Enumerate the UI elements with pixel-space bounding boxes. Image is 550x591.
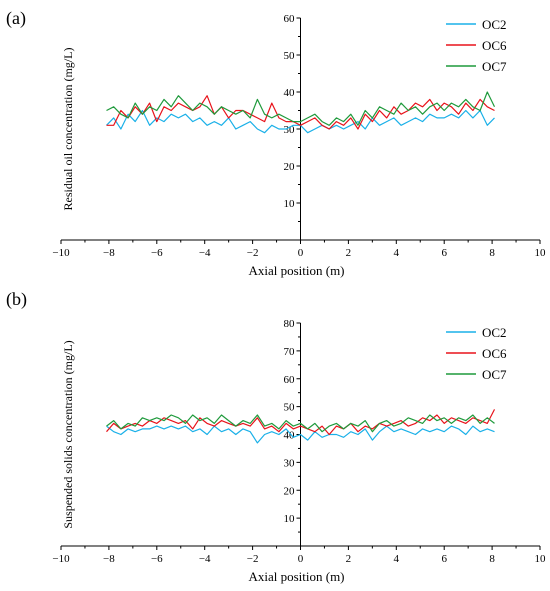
- y-tick-label: 80: [284, 318, 296, 330]
- series-line-oc7: [106, 414, 495, 433]
- y-tick-label: 20: [284, 485, 296, 497]
- x-tick-label: 10: [535, 553, 547, 565]
- x-tick-label: 0: [298, 553, 304, 565]
- y-tick-label: 40: [284, 87, 296, 99]
- x-tick-label: −6: [151, 553, 163, 565]
- x-tick-label: 2: [346, 553, 352, 565]
- y-tick-label: 40: [284, 430, 296, 442]
- x-tick-label: −4: [199, 247, 211, 259]
- legend-label-oc6: OC6: [482, 346, 507, 361]
- x-tick-label: 8: [489, 553, 495, 565]
- x-tick-label: 4: [394, 247, 400, 259]
- legend-label-oc7: OC7: [482, 367, 507, 382]
- panel-label: (b): [6, 289, 27, 310]
- x-tick-label: −2: [247, 553, 259, 565]
- x-tick-label: 8: [489, 247, 495, 259]
- x-tick-label: −8: [103, 553, 115, 565]
- y-tick-label: 30: [284, 124, 296, 136]
- x-tick-label: −4: [199, 553, 211, 565]
- y-tick-label: 50: [284, 402, 296, 414]
- y-tick-label: 70: [284, 346, 296, 358]
- legend-label-oc7: OC7: [482, 59, 507, 74]
- x-axis-label: Axial position (m): [248, 569, 344, 584]
- x-tick-label: −8: [103, 247, 115, 259]
- x-tick-label: −10: [52, 247, 70, 259]
- x-tick-label: 2: [346, 247, 352, 259]
- series-line-oc6: [106, 95, 495, 130]
- y-axis-label: Suspended solids concentration (mg/L): [61, 340, 75, 528]
- x-tick-label: −6: [151, 247, 163, 259]
- panel-a: (a) −10 −8 −6 −4 −2 0 2 4 6 8 10 10 20 30 40 50 60 Axial p…: [6, 8, 546, 278]
- x-axis-label: Axial position (m): [248, 263, 344, 278]
- x-tick-label: −2: [247, 247, 259, 259]
- x-tick-label: 0: [298, 247, 304, 259]
- series-line-oc2: [106, 425, 495, 444]
- x-tick-label: 6: [441, 247, 447, 259]
- legend-label-oc6: OC6: [482, 38, 507, 53]
- y-tick-label: 10: [284, 513, 296, 525]
- y-tick-label: 20: [284, 161, 296, 173]
- y-tick-label: 50: [284, 50, 296, 62]
- y-tick-label: 30: [284, 457, 296, 469]
- x-tick-label: 10: [535, 247, 547, 259]
- panel-b: (b) −10 −8 −6 −4 −2 0 2 4 6 8 10 10 20 30 40 50 60 70 80 Axi…: [6, 289, 546, 584]
- y-tick-label: 10: [284, 198, 296, 210]
- y-tick-label: 60: [284, 13, 296, 25]
- legend-label-oc2: OC2: [482, 325, 507, 340]
- legend-label-oc2: OC2: [482, 17, 507, 32]
- series-line-oc6: [106, 409, 496, 436]
- y-axis-label: Residual oil concentration (mg/L): [61, 48, 75, 211]
- x-tick-label: 4: [394, 553, 400, 565]
- series-line-oc7: [106, 91, 496, 126]
- panel-label: (a): [6, 8, 26, 29]
- y-tick-label: 60: [284, 374, 296, 386]
- x-tick-label: 6: [441, 553, 447, 565]
- x-tick-label: −10: [52, 553, 70, 565]
